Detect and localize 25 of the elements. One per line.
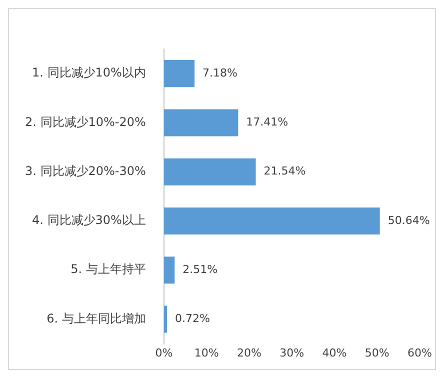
x-tick-label: 0% — [155, 346, 173, 360]
x-tick-label: 50% — [364, 346, 390, 360]
y-tick-label: 2. 同比减少10%-20% — [25, 114, 146, 129]
y-tick-label: 1. 同比减少10%以内 — [32, 66, 146, 80]
x-tick-label: 60% — [408, 346, 432, 360]
data-label: 50.64% — [388, 214, 430, 227]
data-label: 7.18% — [202, 66, 238, 80]
y-tick-label: 4. 同比减少30%以上 — [32, 213, 146, 228]
bar — [164, 60, 195, 88]
y-tick-label: 6. 与上年同比增加 — [46, 311, 146, 326]
x-tick-label: 10% — [194, 346, 219, 360]
bar — [164, 158, 256, 186]
bar — [164, 109, 238, 136]
x-tick-label: 40% — [322, 346, 347, 360]
bar — [164, 207, 380, 234]
bar — [164, 256, 175, 284]
bar — [164, 306, 168, 333]
x-tick-label: 30% — [280, 346, 304, 360]
data-label: 17.41% — [246, 116, 288, 129]
data-label: 0.72% — [175, 312, 210, 326]
data-label: 2.51% — [182, 262, 218, 276]
x-tick-label: 20% — [236, 346, 262, 360]
y-tick-label: 5. 与上年持平 — [70, 262, 146, 276]
data-label: 21.54% — [264, 164, 306, 178]
y-tick-label: 3. 同比减少20%-30% — [25, 164, 146, 178]
